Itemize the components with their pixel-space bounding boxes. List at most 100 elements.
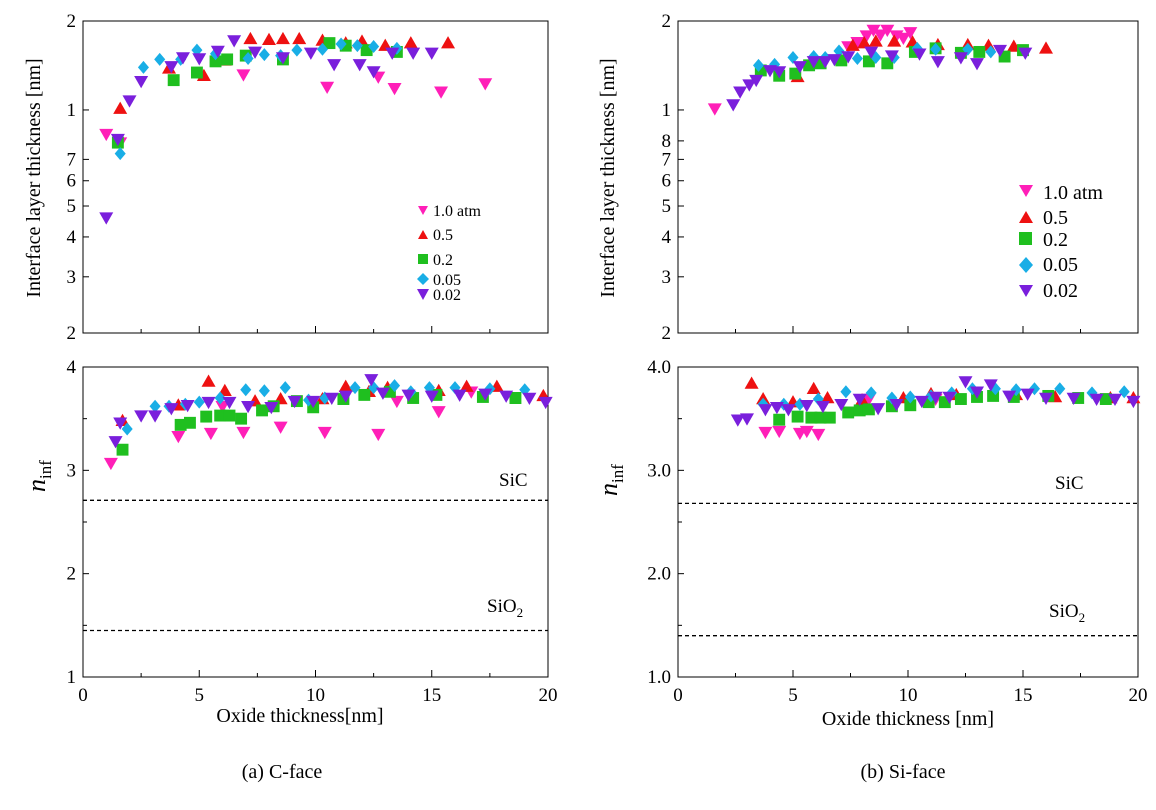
point-b-bottom-s4-22 <box>1108 393 1122 407</box>
point-a-top-s3-6 <box>242 51 254 65</box>
point-a-bottom-s3-7 <box>258 384 270 398</box>
point-a-bottom-s4-0 <box>108 436 123 449</box>
point-b-top-s4-1 <box>733 86 748 99</box>
point-a-top-s1-6 <box>275 31 290 45</box>
y-tick-label-a-top-7: 2 <box>67 11 77 32</box>
sic-label-b: SiC <box>1055 473 1084 494</box>
point-b-top-s1-2 <box>857 36 872 49</box>
point-b-bottom-s1-3 <box>806 381 821 394</box>
ylabel-ninf-a: ninf <box>22 460 55 492</box>
point-b-bottom-s2-12 <box>954 393 967 405</box>
point-b-top-s0-6 <box>880 24 895 38</box>
point-b-top-s4-14 <box>930 56 945 69</box>
point-b-bottom-s3-16 <box>1118 385 1130 399</box>
point-b-bottom-s4-0 <box>730 414 745 427</box>
y-tick-label-a-top-3: 5 <box>67 196 77 217</box>
plot-frame-a-top <box>82 20 549 334</box>
point-b-bottom-s1-4 <box>820 391 835 404</box>
point-b-bottom-s4-5 <box>799 399 814 413</box>
point-a-top-s2-1 <box>167 74 180 87</box>
y-tick-label-b-bottom-2: 3.0 <box>647 460 671 481</box>
point-a-top-s4-11 <box>303 47 318 60</box>
point-a-bottom-s2-7 <box>256 404 268 417</box>
point-a-bottom-s0-7 <box>371 428 386 442</box>
point-a-top-s4-16 <box>406 47 421 60</box>
legend-b-label-2: 0.2 <box>1043 229 1068 251</box>
legend-a-label-4: 0.02 <box>433 287 461 304</box>
point-b-bottom-s4-2 <box>758 404 773 417</box>
point-b-bottom-s4-15 <box>970 386 984 399</box>
y-tick-label-b-bottom-1: 2.0 <box>647 564 671 585</box>
point-b-bottom-s3-7 <box>904 390 916 404</box>
point-a-bottom-s1-7 <box>338 379 353 392</box>
point-b-bottom-s4-17 <box>1002 390 1017 403</box>
point-a-bottom-s0-3 <box>215 401 230 414</box>
point-b-top-s0-5 <box>873 29 888 42</box>
point-a-top-s2-3 <box>209 55 222 68</box>
point-b-bottom-s2-2 <box>805 411 818 424</box>
point-b-top-s3-6 <box>851 51 863 65</box>
point-b-bottom-s2-1 <box>791 410 804 423</box>
point-b-top-s1-4 <box>887 34 902 47</box>
sio2-label-b: SiO2 <box>1049 601 1085 625</box>
point-a-top-s0-5 <box>387 82 402 96</box>
panel-b-top: 2 3 4 5 678 1 2 <box>662 11 1139 344</box>
point-a-bottom-s3-5 <box>214 391 226 405</box>
point-b-top-s4-0 <box>726 99 741 112</box>
point-a-top-s4-14 <box>366 66 381 79</box>
point-a-bottom-s4-10 <box>287 395 302 409</box>
point-a-bottom-s4-16 <box>401 389 416 402</box>
point-a-bottom-s0-4 <box>236 426 251 440</box>
point-a-bottom-s4-4 <box>164 403 179 416</box>
point-b-bottom-s2-18 <box>1099 393 1112 405</box>
point-a-bottom-s2-5 <box>223 409 236 422</box>
point-a-top-s1-7 <box>292 31 307 45</box>
x-tick-label-b-bottom-0: 0 <box>673 685 683 706</box>
point-a-top-s3-7 <box>258 48 270 62</box>
ylabel-ninf-b: ninf <box>594 464 627 496</box>
point-a-top-s3-9 <box>291 43 303 57</box>
legend-a-marker-3 <box>417 273 429 285</box>
point-b-bottom-s2-5 <box>842 406 855 419</box>
points-b-bottom <box>730 376 1141 442</box>
point-b-top-s4-10 <box>841 51 856 64</box>
point-a-top-s3-10 <box>316 42 328 56</box>
point-b-bottom-s2-4 <box>823 411 836 424</box>
point-a-top-s4-17 <box>424 47 439 60</box>
point-a-top-s0-2 <box>236 69 251 82</box>
y-tick-label-a-top-5: 7 <box>67 149 77 170</box>
panel-b-bottom: 1.0 2.0 3.0 4.0 0 5 10 15 20 <box>647 357 1147 706</box>
point-b-top-s0-3 <box>859 30 874 43</box>
point-a-bottom-s3-16 <box>449 381 461 395</box>
caption-a: (a) C-face <box>242 761 323 783</box>
sic-label-a: SiC <box>499 470 528 491</box>
point-a-top-s2-2 <box>190 66 203 79</box>
legend-b-label-4: 0.02 <box>1043 280 1078 302</box>
point-b-top-s0-0 <box>707 103 722 116</box>
y-tick-label-b-bottom-3: 4.0 <box>647 357 671 378</box>
point-b-top-s4-18 <box>1018 47 1033 60</box>
point-a-bottom-s4-7 <box>222 396 237 410</box>
ylabel-interface-b: Interface layer thickness [nm] <box>597 58 619 297</box>
point-b-bottom-s4-7 <box>834 398 849 412</box>
point-b-top-s4-15 <box>953 52 968 65</box>
legend-b-label-3: 0.05 <box>1043 254 1078 276</box>
point-b-bottom-s4-19 <box>1039 392 1053 405</box>
point-a-top-s4-9 <box>248 46 263 59</box>
point-b-top-s0-8 <box>896 32 911 46</box>
point-b-bottom-s4-10 <box>889 398 904 412</box>
point-a-bottom-s3-13 <box>389 379 401 393</box>
caption-b: (b) Si-face <box>861 761 946 783</box>
point-b-top-s1-1 <box>845 38 860 51</box>
point-b-top-s4-6 <box>792 61 807 74</box>
y-tick-label-a-bottom-0: 1 <box>67 667 77 688</box>
point-a-top-s4-7 <box>210 45 225 59</box>
point-a-bottom-s2-4 <box>214 409 227 422</box>
point-b-top-s0-4 <box>866 24 881 38</box>
point-b-top-s3-2 <box>787 51 799 65</box>
point-a-bottom-s1-2 <box>201 374 216 387</box>
point-b-bottom-s4-20 <box>1066 392 1081 405</box>
point-b-top-s4-8 <box>818 56 833 69</box>
y-tick-label-a-top-1: 3 <box>67 267 77 288</box>
point-a-top-s4-1 <box>110 133 125 147</box>
